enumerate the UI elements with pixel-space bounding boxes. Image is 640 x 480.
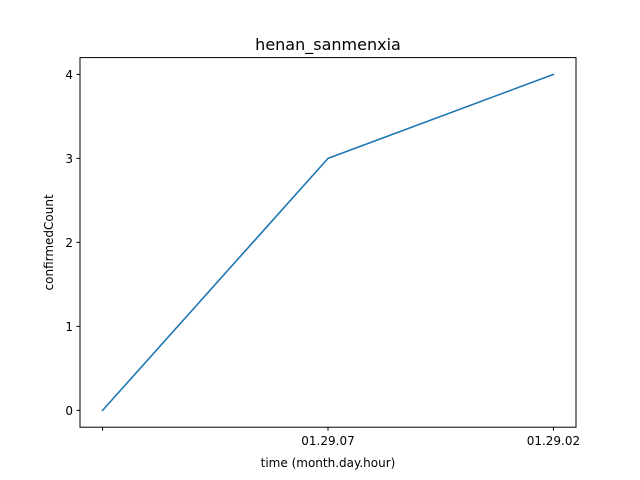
- y-tick-label: 2: [65, 236, 73, 250]
- x-tick-label: 01.29.07: [301, 434, 354, 448]
- series-line: [101, 73, 555, 412]
- plot-area: 0 1 2 3 4 01.29.07 01.29.02: [65, 68, 580, 448]
- x-tick-label: 01.29.02: [527, 434, 580, 448]
- y-tick-label: 4: [65, 68, 73, 82]
- x-axis-label: time (month.day.hour): [261, 456, 396, 470]
- y-axis-label: confirmedCount: [42, 194, 56, 290]
- chart-title: henan_sanmenxia: [255, 35, 401, 55]
- y-tick-label: 1: [65, 320, 73, 334]
- y-tick-label: 0: [65, 404, 73, 418]
- y-tick-label: 3: [65, 152, 73, 166]
- plot-frame: [79, 57, 577, 428]
